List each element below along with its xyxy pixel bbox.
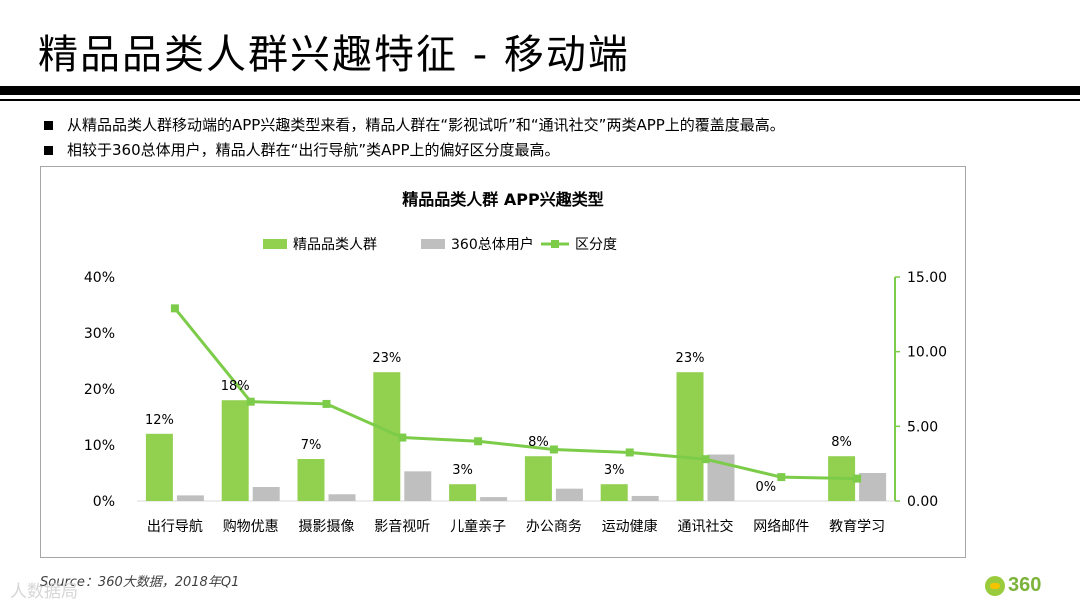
bar-data-label: 3% — [452, 463, 473, 478]
x-category-label: 办公商务 — [526, 519, 582, 535]
x-category-label: 通讯社交 — [678, 518, 734, 535]
chart-line — [170, 304, 862, 483]
y-left-tick-label: 40% — [84, 270, 115, 286]
line-point — [398, 433, 407, 442]
bar-jingpin — [676, 372, 704, 501]
y-left-tick-label: 30% — [84, 326, 115, 342]
y-right-tick-label: 5.00 — [907, 419, 938, 435]
bar-jingpin — [373, 372, 401, 501]
legend-swatch — [421, 239, 445, 249]
line-point — [322, 399, 331, 408]
chart-legend: 精品品类人群 360总体用户 区分度 — [263, 236, 617, 253]
x-category-label: 网络邮件 — [753, 519, 809, 535]
bar-data-label: 23% — [676, 351, 705, 366]
bar-jingpin — [524, 456, 552, 501]
legend-line-marker — [551, 240, 559, 248]
chart-axes: 0% 10% 20% 30% 40% 0.00 5.00 10.00 15.00 出行导航 购物优惠… — [84, 270, 947, 535]
line-point — [777, 473, 786, 482]
bullet-square-icon — [44, 146, 53, 155]
legend-swatch — [263, 239, 287, 249]
line-distinction — [173, 307, 858, 481]
bar-jingpin — [297, 459, 325, 501]
bullet-text: 相较于360总体用户，精品人群在“出行导航”类APP上的偏好区分度最高。 — [67, 141, 560, 159]
bar-jingpin — [600, 484, 628, 501]
bullet-item: 相较于360总体用户，精品人群在“出行导航”类APP上的偏好区分度最高。 — [44, 138, 785, 163]
y-left-tick-label: 0% — [93, 494, 115, 510]
summary-bullets: 从精品品类人群移动端的APP兴趣类型来看，精品人群在“影视试听”和“通讯社交”两… — [44, 113, 785, 163]
y-left-tick-label: 10% — [84, 438, 115, 454]
bullet-square-icon — [44, 121, 53, 130]
line-point — [549, 445, 558, 454]
bar-jingpin — [221, 400, 249, 501]
bar-data-label: 0% — [755, 480, 776, 495]
bar-overall — [176, 495, 204, 501]
brand-logo: 360 — [985, 574, 1041, 597]
bullet-item: 从精品品类人群移动端的APP兴趣类型来看，精品人群在“影视试听”和“通讯社交”两… — [44, 113, 785, 138]
bar-data-label: 8% — [831, 435, 852, 450]
y-right-tick-label: 10.00 — [907, 345, 947, 361]
bar-data-label: 3% — [604, 463, 625, 478]
x-category-label: 出行导航 — [147, 519, 203, 535]
legend-label: 区分度 — [575, 237, 617, 253]
line-point — [701, 455, 710, 464]
title-rule-thick — [0, 86, 1080, 95]
y-right-tick-label: 0.00 — [907, 494, 938, 510]
x-category-label: 影音视听 — [374, 518, 430, 535]
logo-text: 360 — [1008, 574, 1042, 596]
line-point — [474, 437, 483, 446]
x-category-label: 儿童亲子 — [450, 518, 506, 535]
line-point — [853, 474, 862, 483]
watermark: 人数据局 — [10, 582, 78, 602]
bar-overall — [480, 497, 508, 501]
line-point — [246, 397, 255, 406]
x-category-label: 摄影摄像 — [299, 519, 355, 535]
bar-data-label: 8% — [528, 435, 549, 450]
logo-icon — [985, 575, 1005, 596]
x-category-label: 运动健康 — [602, 518, 658, 535]
bar-jingpin — [145, 433, 173, 501]
chart-title: 精品品类人群 APP兴趣类型 — [402, 190, 603, 209]
bar-data-label: 7% — [301, 438, 322, 453]
bar-overall — [404, 471, 432, 501]
x-category-label: 购物优惠 — [223, 519, 279, 535]
chart-labels: 12% 18% 7% 23% 3% 8% 3% 23% 0% 8% — [145, 351, 852, 495]
bar-data-label: 18% — [221, 379, 250, 394]
line-point — [625, 448, 634, 457]
bar-overall — [555, 488, 583, 501]
chart-panel: 精品品类人群 APP兴趣类型 精品品类人群 360总体用户 区分度 0% 10% 20%… — [40, 166, 966, 558]
chart-bars — [145, 372, 887, 501]
page-title: 精品品类人群兴趣特征 - 移动端 — [38, 32, 630, 78]
bullet-text: 从精品品类人群移动端的APP兴趣类型来看，精品人群在“影视试听”和“通讯社交”两… — [67, 116, 785, 134]
bar-data-label: 12% — [145, 413, 174, 428]
title-rule-thin — [0, 99, 1080, 101]
bar-jingpin — [449, 484, 477, 501]
y-right-tick-label: 15.00 — [907, 270, 947, 286]
bar-overall — [631, 495, 659, 501]
legend-label: 精品品类人群 — [293, 237, 377, 253]
bar-overall — [859, 473, 887, 501]
legend-label: 360总体用户 — [451, 236, 534, 253]
bar-overall — [328, 494, 356, 501]
x-category-label: 教育学习 — [829, 519, 885, 535]
bar-data-label: 23% — [372, 351, 401, 366]
line-point — [170, 304, 179, 313]
bar-overall — [252, 487, 280, 501]
app-interest-chart: 精品品类人群 APP兴趣类型 精品品类人群 360总体用户 区分度 0% 10% 20%… — [84, 190, 947, 535]
source-note: Source：360大数据，2018年Q1 — [40, 575, 240, 590]
y-left-tick-label: 20% — [84, 382, 115, 398]
